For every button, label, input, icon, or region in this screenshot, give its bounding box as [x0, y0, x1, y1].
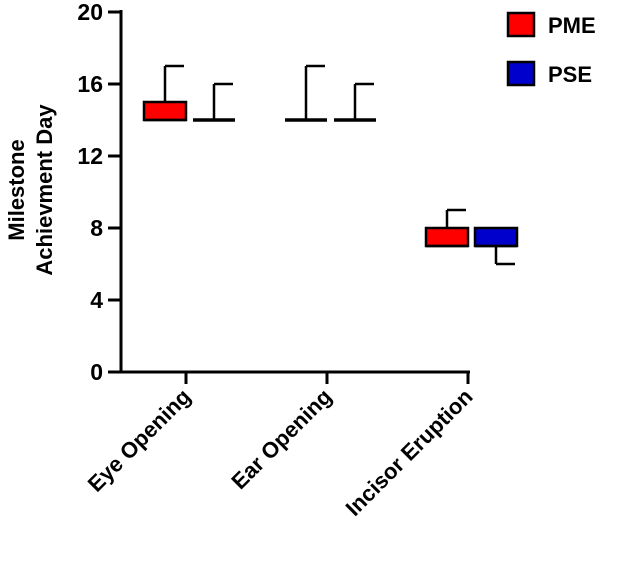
- box-pse: [473, 226, 519, 248]
- y-tick-label: 12: [77, 143, 103, 169]
- legend-swatch-pse: [506, 60, 536, 87]
- box-pme: [424, 226, 470, 248]
- x-tick-label: Eye Opening: [83, 384, 196, 497]
- legend-swatch-pme: [506, 11, 536, 38]
- x-tick-label: Ear Opening: [226, 384, 336, 494]
- y-tick-label: 0: [90, 359, 103, 385]
- y-tick-label: 8: [90, 215, 103, 241]
- y-tick-label: 20: [77, 0, 103, 25]
- legend-label-pse: PSE: [548, 62, 592, 87]
- legend-label-pme: PME: [548, 13, 596, 38]
- box-pme: [142, 100, 188, 122]
- y-axis-title: Milestone Achievment Day: [4, 104, 57, 276]
- y-axis-title-line2: Achievment Day: [32, 104, 57, 276]
- y-tick-label: 4: [90, 287, 103, 313]
- legend: PME PSE: [506, 11, 596, 87]
- y-axis-title-line1: Milestone: [4, 139, 29, 240]
- box-series: [142, 64, 519, 266]
- x-axis-ticks: Eye Opening Ear Opening Incisor Eruption: [83, 372, 478, 521]
- y-axis-ticks: 0 4 8 12 16 20: [77, 0, 121, 385]
- y-tick-label: 16: [77, 71, 103, 97]
- x-tick-label: Incisor Eruption: [341, 384, 478, 521]
